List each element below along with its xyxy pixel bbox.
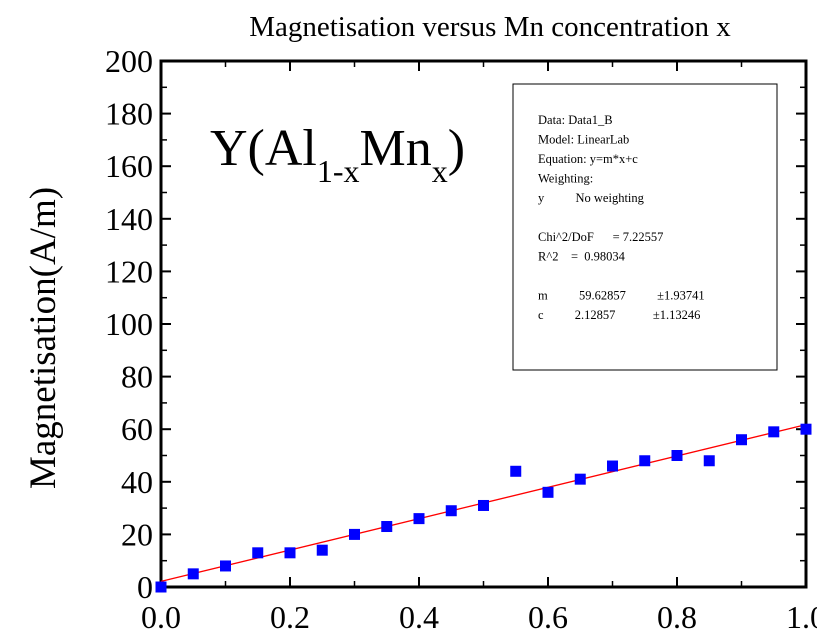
y-axis-label: Magnetisation(A/m) [23,187,64,489]
fit-stats-lines: Data: Data1_B Model: LinearLab Equation: y… [538,113,705,322]
data-point [381,521,393,533]
y-tick-label: 80 [121,359,153,395]
data-point [639,455,651,467]
formula-label: Y(Al1-xMnx) [210,120,465,189]
x-axis-ticks: 0.0 0.2 0.4 0.6 0.8 1.0 [141,61,817,635]
formula-mid: Mn [360,120,432,177]
y-tick-label: 40 [121,464,153,500]
formula-main: Y(Al [210,120,317,177]
y-tick-label: 160 [105,148,153,184]
y-tick-label: 0 [137,569,153,605]
x-tick-label: 0.0 [141,599,181,635]
x-tick-label: 0.6 [528,599,568,635]
fit-stats-line: Equation: y=m*x+c [538,152,638,166]
formula-sub-1: 1-x [317,153,360,189]
y-tick-label: 140 [105,201,153,237]
x-tick-label: 0.4 [399,599,439,635]
fit-stats-box: Data: Data1_B Model: LinearLab Equation: y… [512,83,778,371]
y-tick-label: 60 [121,411,153,447]
fit-stats-line: Data: Data1_B [538,113,613,127]
y-tick-label: 20 [121,516,153,552]
fit-stats-line: R^2 = 0.98034 [538,250,626,264]
data-point [671,450,683,461]
fit-stats-line: y No weighting [538,191,645,205]
data-point [607,460,618,472]
fit-stats-line: m 59.62857 ±1.93741 [538,289,705,303]
y-tick-label: 100 [105,306,153,342]
y-tick-label: 120 [105,253,153,289]
fit-stats-line: c 2.12857 ±1.13246 [538,308,700,322]
chart-title: Magnetisation versus Mn concentration x [249,11,731,43]
data-point [220,560,231,572]
data-point [187,568,199,580]
data-point [445,505,457,517]
data-point [284,547,296,559]
data-point [768,426,780,438]
data-point [800,423,812,435]
x-tick-label: 0.2 [270,599,310,635]
data-point [703,455,715,467]
data-point [413,513,425,525]
x-tick-label: 1.0 [786,599,817,635]
fit-stats-line: Model: LinearLab [538,133,629,147]
data-point [252,547,264,559]
data-point [542,486,554,498]
data-point [316,544,328,556]
data-point [155,581,167,593]
data-point [736,434,747,446]
formula-close: ) [448,120,465,177]
data-point [574,473,586,485]
fit-stats-line: Chi^2/DoF = 7.22557 [538,230,663,244]
fit-stats-frame [512,83,778,371]
x-tick-label: 0.8 [657,599,697,635]
data-points [155,423,812,593]
data-point [349,528,360,540]
fit-stats-line: Weighting: [538,172,593,186]
formula-sub-2: x [432,153,448,189]
plot-area: 0 20 40 60 80 100 120 140 160 180 200 0.0 0.2 0.4 0.6… [105,43,817,635]
y-tick-label: 180 [105,96,153,132]
data-point [478,499,489,511]
y-axis-ticks: 0 20 40 60 80 100 120 140 160 180 200 [105,43,806,605]
y-tick-label: 200 [105,43,153,79]
data-point [510,465,522,477]
